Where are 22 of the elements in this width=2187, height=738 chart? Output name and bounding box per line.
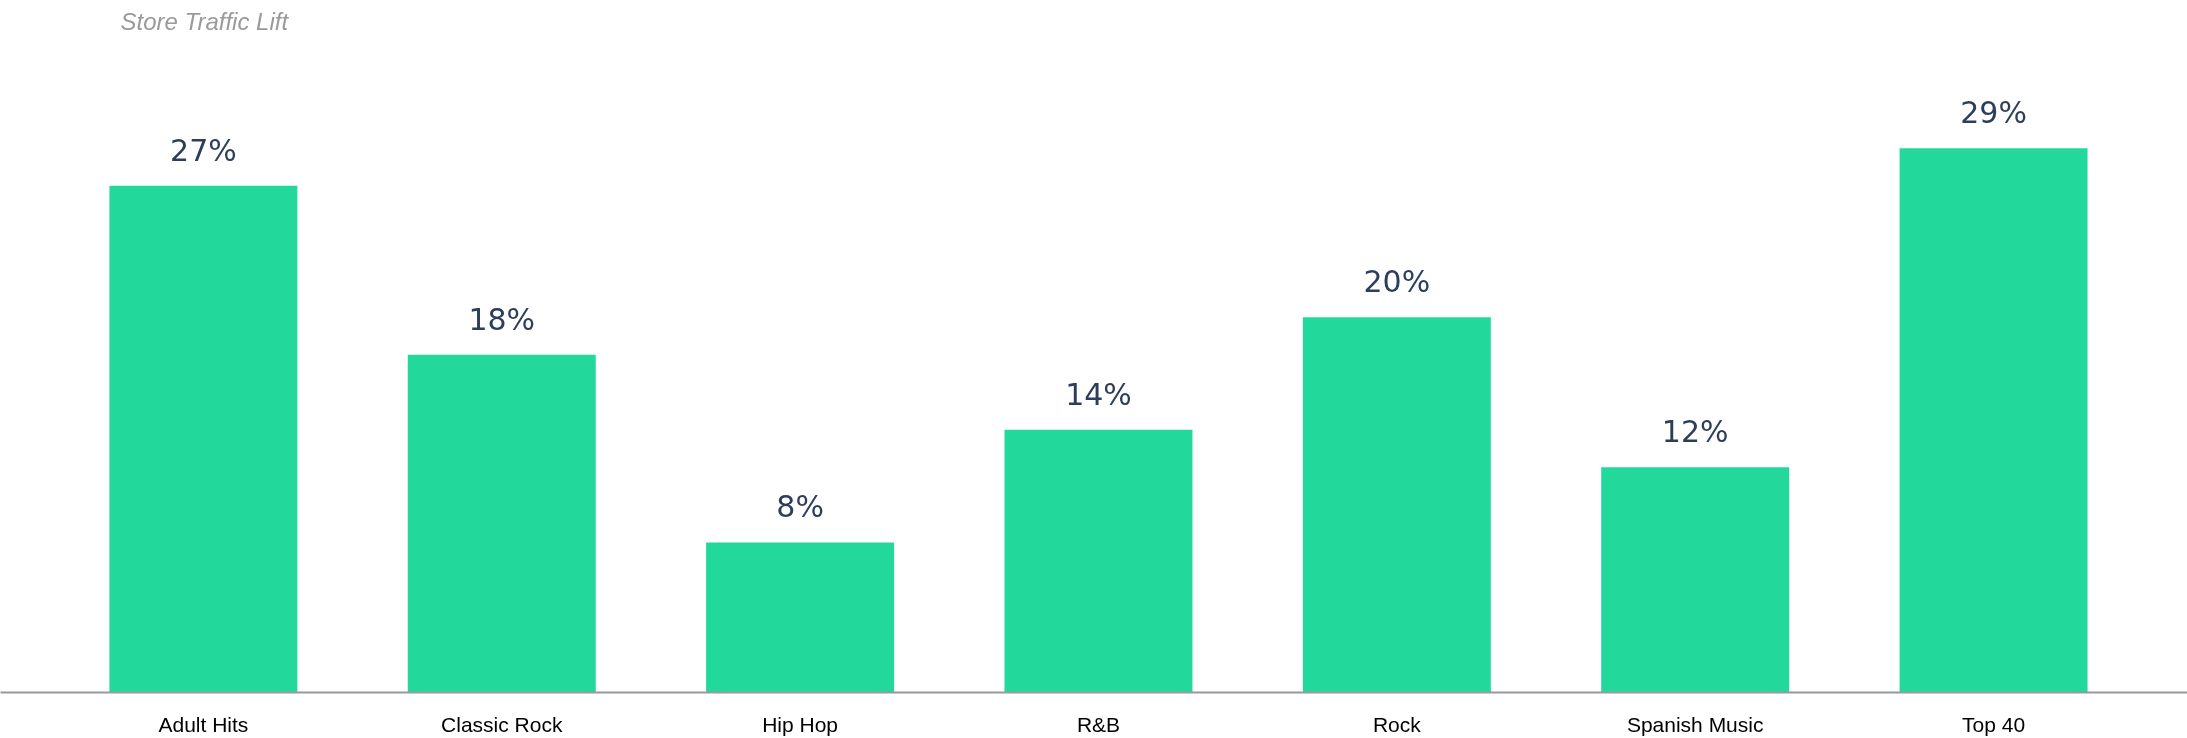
data-label: 8% [776, 489, 824, 525]
bar [1601, 467, 1790, 693]
bar [1302, 317, 1491, 693]
data-label: 29% [1960, 95, 2027, 131]
x-tick-label: Adult Hits [158, 712, 249, 736]
x-tick-label: Top 40 [1962, 712, 2026, 736]
data-label: 18% [468, 301, 536, 337]
bar [1004, 429, 1193, 693]
data-label: 12% [1661, 414, 1729, 450]
data-label: 14% [1065, 376, 1132, 412]
bar [706, 542, 895, 693]
x-tick-label: Rock [1372, 712, 1422, 736]
x-tick-label: Hip Hop [762, 712, 839, 736]
bar [407, 354, 596, 693]
x-tick-label: Spanish Music [1626, 712, 1764, 736]
chart-title: Store Traffic Lift [120, 7, 290, 35]
x-tick-label: Classic Rock [441, 712, 563, 736]
x-tick-label: R&B [1076, 712, 1121, 736]
bar [1899, 148, 2088, 693]
data-label: 20% [1363, 264, 1431, 300]
data-label: 27% [170, 132, 237, 168]
bar [109, 185, 298, 693]
